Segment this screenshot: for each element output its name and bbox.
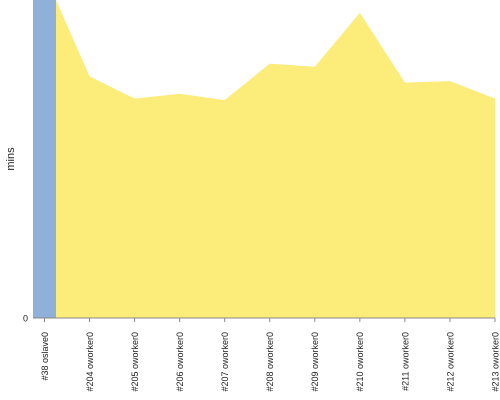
- x-tick-label: #210 oworker0: [355, 332, 365, 392]
- area-series-1: [33, 0, 56, 318]
- y-tick-label: 0: [23, 313, 28, 323]
- x-tick-label: #206 oworker0: [175, 332, 185, 392]
- x-tick-label: #205 oworker0: [130, 332, 140, 392]
- x-tick-label: #211 oworker0: [400, 332, 410, 391]
- x-ticks: [44, 318, 496, 322]
- y-tick-labels: 0: [23, 313, 28, 323]
- x-tick-label: #207 oworker0: [220, 332, 230, 392]
- x-tick-label: #208 oworker0: [265, 332, 275, 392]
- area-series-2: [56, 0, 495, 318]
- x-tick-label: #213 oworker0: [490, 332, 500, 392]
- x-tick-label: #212 oworker0: [445, 332, 455, 392]
- plot-area: [33, 0, 495, 318]
- x-tick-label: #209 oworker0: [310, 332, 320, 392]
- x-tick-label: #204 oworker0: [85, 332, 95, 392]
- x-tick-label: #38 oslave0: [40, 332, 50, 381]
- x-tick-labels: #38 oslave0 #204 oworker0 #205 oworker0 #20…: [40, 332, 500, 392]
- y-axis-label: mins: [5, 147, 17, 171]
